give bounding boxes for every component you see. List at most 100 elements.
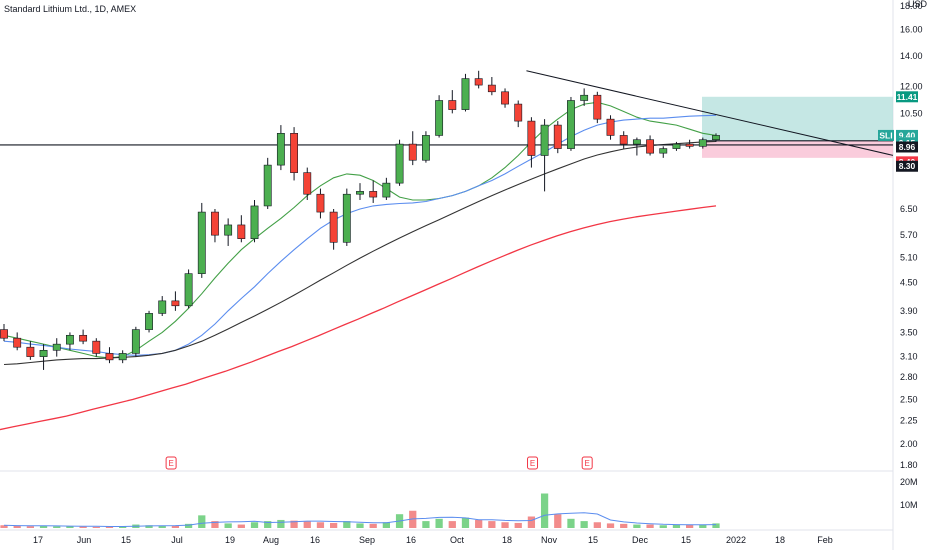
candle-body bbox=[238, 225, 245, 239]
volume-bar bbox=[515, 523, 522, 528]
candle-body bbox=[356, 191, 363, 194]
time-tick-label: 19 bbox=[225, 535, 235, 545]
price-tick-label: 3.10 bbox=[900, 352, 918, 362]
candle-body bbox=[449, 100, 456, 109]
price-tick-label: 10.50 bbox=[900, 108, 923, 118]
candle-body bbox=[330, 212, 337, 242]
candle-body bbox=[501, 92, 508, 104]
earnings-marker[interactable]: E bbox=[582, 457, 592, 469]
volume-bar bbox=[581, 521, 588, 528]
volume-bar bbox=[422, 521, 429, 528]
price-tick-label: 2.25 bbox=[900, 416, 918, 426]
candle-body bbox=[475, 79, 482, 85]
volume-bar bbox=[646, 525, 653, 528]
candle-body bbox=[633, 140, 640, 144]
volume-bar bbox=[567, 519, 574, 528]
volume-bar bbox=[238, 525, 245, 528]
time-tick-label: 18 bbox=[775, 535, 785, 545]
candle-body bbox=[93, 341, 100, 353]
candle-body bbox=[712, 135, 719, 139]
candle-body bbox=[119, 353, 126, 359]
volume-bar bbox=[225, 523, 232, 528]
volume-tick-label: 20M bbox=[900, 477, 918, 487]
candle-body bbox=[277, 133, 284, 165]
volume-bar bbox=[304, 522, 311, 528]
time-tick-label: 18 bbox=[502, 535, 512, 545]
price-badge: 11.41 bbox=[896, 91, 918, 102]
price-tick-label: 3.50 bbox=[900, 327, 918, 337]
time-tick-label: Sep bbox=[359, 535, 375, 545]
volume-bar bbox=[475, 520, 482, 528]
candle-body bbox=[132, 330, 139, 354]
candle-body bbox=[159, 301, 166, 314]
volume-bar bbox=[93, 527, 100, 528]
candle-body bbox=[40, 350, 47, 356]
time-tick-label: 15 bbox=[121, 535, 131, 545]
volume-bar bbox=[53, 526, 60, 528]
candle-body bbox=[198, 212, 205, 274]
time-tick-label: Nov bbox=[541, 535, 558, 545]
volume-bar bbox=[554, 514, 561, 528]
time-tick-label: Jun bbox=[77, 535, 92, 545]
earnings-marker[interactable]: E bbox=[166, 457, 176, 469]
candle-body bbox=[185, 274, 192, 306]
volume-bar bbox=[27, 526, 34, 528]
candle-body bbox=[594, 95, 601, 119]
price-badge-value: 8.30 bbox=[899, 161, 916, 171]
time-tick-label: 16 bbox=[310, 535, 320, 545]
volume-bar bbox=[541, 494, 548, 529]
volume-bar bbox=[501, 522, 508, 528]
volume-bar bbox=[172, 526, 179, 528]
volume-bar bbox=[356, 523, 363, 528]
candle-body bbox=[211, 212, 218, 235]
earnings-marker-label: E bbox=[168, 459, 173, 468]
candle-body bbox=[607, 119, 614, 135]
volume-bar bbox=[673, 525, 680, 528]
time-tick-label: Aug bbox=[263, 535, 279, 545]
candle-body bbox=[515, 104, 522, 121]
volume-bar bbox=[660, 525, 667, 528]
candle-body bbox=[53, 344, 60, 350]
loss-zone[interactable] bbox=[702, 141, 893, 158]
candle-body bbox=[541, 125, 548, 155]
candle-body bbox=[145, 313, 152, 329]
time-tick-label: 15 bbox=[588, 535, 598, 545]
candle-body bbox=[66, 335, 73, 344]
earnings-marker-label: E bbox=[530, 459, 535, 468]
time-tick-label: Jul bbox=[171, 535, 183, 545]
time-tick-label: Dec bbox=[632, 535, 649, 545]
candle-body bbox=[554, 125, 561, 148]
price-tick-label: 5.10 bbox=[900, 252, 918, 262]
candle-body bbox=[370, 191, 377, 197]
volume-bar bbox=[528, 517, 535, 529]
earnings-marker-label: E bbox=[585, 459, 590, 468]
price-tick-label: 18.00 bbox=[900, 1, 923, 11]
price-tick-label: 5.70 bbox=[900, 230, 918, 240]
time-tick-label: Feb bbox=[817, 535, 833, 545]
candle-body bbox=[251, 206, 258, 239]
volume-bar bbox=[633, 525, 640, 528]
candle-body bbox=[172, 301, 179, 306]
price-badge: 8.30 bbox=[896, 161, 918, 172]
candle-body bbox=[620, 135, 627, 144]
profit-zone[interactable] bbox=[702, 97, 893, 141]
candle-body bbox=[462, 79, 469, 110]
earnings-marker[interactable]: E bbox=[528, 457, 538, 469]
price-tick-label: 2.00 bbox=[900, 439, 918, 449]
candle-body bbox=[304, 173, 311, 195]
time-tick-label: 2022 bbox=[726, 535, 746, 545]
price-tick-label: 2.80 bbox=[900, 372, 918, 382]
candle-body bbox=[106, 353, 113, 359]
volume-bar bbox=[251, 522, 258, 528]
candle-body bbox=[14, 338, 21, 347]
volume-bar bbox=[607, 523, 614, 528]
price-tick-label: 12.00 bbox=[900, 82, 923, 92]
volume-bar bbox=[449, 521, 456, 528]
candle-body bbox=[686, 144, 693, 146]
volume-bar bbox=[435, 519, 442, 528]
volume-bar bbox=[620, 524, 627, 528]
volume-bar bbox=[317, 522, 324, 528]
candle-body bbox=[422, 135, 429, 160]
time-tick-label: 15 bbox=[681, 535, 691, 545]
